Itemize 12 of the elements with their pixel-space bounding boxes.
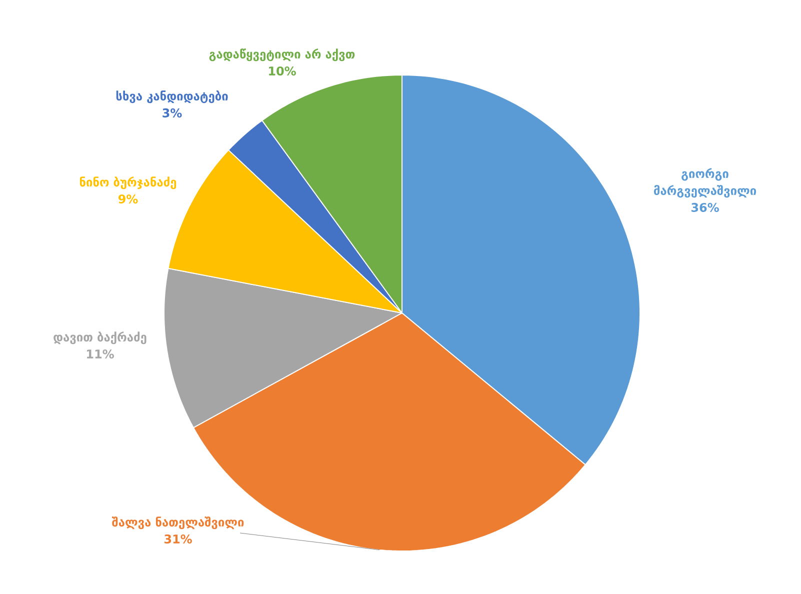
data-label: 3% bbox=[162, 108, 182, 118]
data-label: 10% bbox=[269, 66, 296, 76]
data-label: 31% bbox=[164, 534, 192, 544]
slice-label: გადაწყვეტილი არ აქვთ bbox=[209, 48, 355, 62]
data-label: 36% bbox=[692, 202, 719, 212]
slice-label: დავით ბაქრაძე bbox=[54, 331, 146, 344]
data-label: 11% bbox=[87, 349, 114, 359]
data-label: 9% bbox=[118, 194, 138, 204]
slice-label: გიორგი მარგველაშვილი bbox=[654, 168, 756, 198]
slice-label: ნინო ბურჯანაძე bbox=[80, 176, 176, 190]
slice-label: სხვა კანდიდატები bbox=[116, 90, 228, 104]
slice-label: შალვა ნათელაშვილი bbox=[112, 516, 244, 530]
